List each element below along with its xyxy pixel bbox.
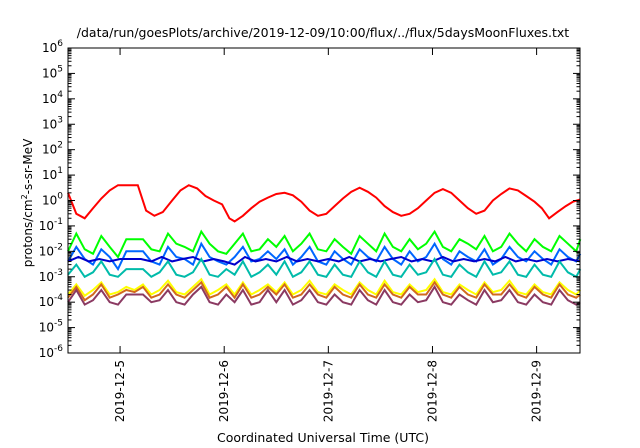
series-layer <box>67 184 582 306</box>
y-tick-label-base: 10 <box>39 270 54 284</box>
y-tick-label-base: 10 <box>39 321 54 335</box>
y-tick-label: 10-2 <box>39 242 63 258</box>
y-tick-label-base: 10 <box>42 92 57 106</box>
y-tick-label-base: 10 <box>39 346 54 360</box>
plot-frame <box>67 47 581 354</box>
series-line-2 <box>67 229 582 259</box>
y-tick-label: 10-6 <box>39 344 64 360</box>
y-tick-label: 101 <box>42 166 63 182</box>
y-tick-label: 10-3 <box>39 268 63 284</box>
series-line-7 <box>67 280 581 302</box>
y-tick-label-base: 10 <box>42 168 57 182</box>
y-tick-label: 102 <box>42 141 63 157</box>
x-axis-label: Coordinated Universal Time (UTC) <box>217 430 429 445</box>
x-tick-label: 2019-12-5 <box>113 360 127 422</box>
y-tick-label-base: 10 <box>42 66 57 80</box>
y-tick-label-base: 10 <box>42 117 57 131</box>
y-tick-label-exponent: -6 <box>54 344 63 354</box>
y-axis-label-after: -s-sr-MeV <box>21 138 35 194</box>
y-tick-label-exponent: -2 <box>54 242 63 252</box>
y-tick-label-exponent: 1 <box>57 166 63 176</box>
y-tick-label-base: 10 <box>39 295 54 309</box>
x-tick-label: 2019-12-6 <box>217 360 231 422</box>
y-tick-label: 103 <box>42 115 63 131</box>
y-tick-label-base: 10 <box>39 244 54 258</box>
y-tick-label-exponent: 3 <box>57 115 63 125</box>
chart-title: /data/run/goesPlots/archive/2019-12-09/1… <box>77 25 570 40</box>
series-line-6 <box>67 277 582 298</box>
y-tick-label-exponent: 4 <box>57 90 63 100</box>
y-tick-label-exponent: -5 <box>54 319 63 329</box>
y-tick-label-exponent: 2 <box>57 141 63 151</box>
y-tick-label-exponent: -4 <box>54 293 63 303</box>
y-tick-label-base: 10 <box>42 41 57 55</box>
y-tick-label-exponent: 5 <box>57 64 63 74</box>
series-line-8 <box>67 284 581 306</box>
y-tick-label: 104 <box>42 90 63 106</box>
y-tick-label-base: 10 <box>42 143 57 157</box>
series-line-1 <box>67 184 581 223</box>
y-tick-label-exponent: -1 <box>54 217 63 227</box>
series-line-5 <box>67 256 582 279</box>
series-line-3 <box>67 241 582 272</box>
y-axis-label: protons/cm2-s-sr-MeV <box>20 138 35 267</box>
y-axis-label-before: protons/cm <box>21 199 35 267</box>
y-tick-label: 106 <box>42 39 63 55</box>
y-tick-label-exponent: -3 <box>54 268 63 278</box>
ticks-layer: 10-610-510-410-310-210-11001011021031041… <box>39 39 580 422</box>
x-tick-label: 2019-12-9 <box>530 360 544 422</box>
y-axis-label-sup: 2 <box>20 194 29 199</box>
x-tick-label: 2019-12-8 <box>425 360 439 422</box>
y-tick-label-base: 10 <box>39 219 54 233</box>
y-tick-label-exponent: 0 <box>57 192 63 202</box>
y-tick-label-exponent: 6 <box>57 39 63 49</box>
y-tick-label: 10-5 <box>39 319 63 335</box>
y-tick-label: 10-4 <box>39 293 64 309</box>
y-tick-label-base: 10 <box>42 194 57 208</box>
y-tick-label: 105 <box>42 64 63 80</box>
series-line-4 <box>67 255 581 266</box>
y-tick-label: 100 <box>42 192 63 208</box>
y-tick-label: 10-1 <box>39 217 63 233</box>
x-tick-label: 2019-12-7 <box>321 360 335 422</box>
